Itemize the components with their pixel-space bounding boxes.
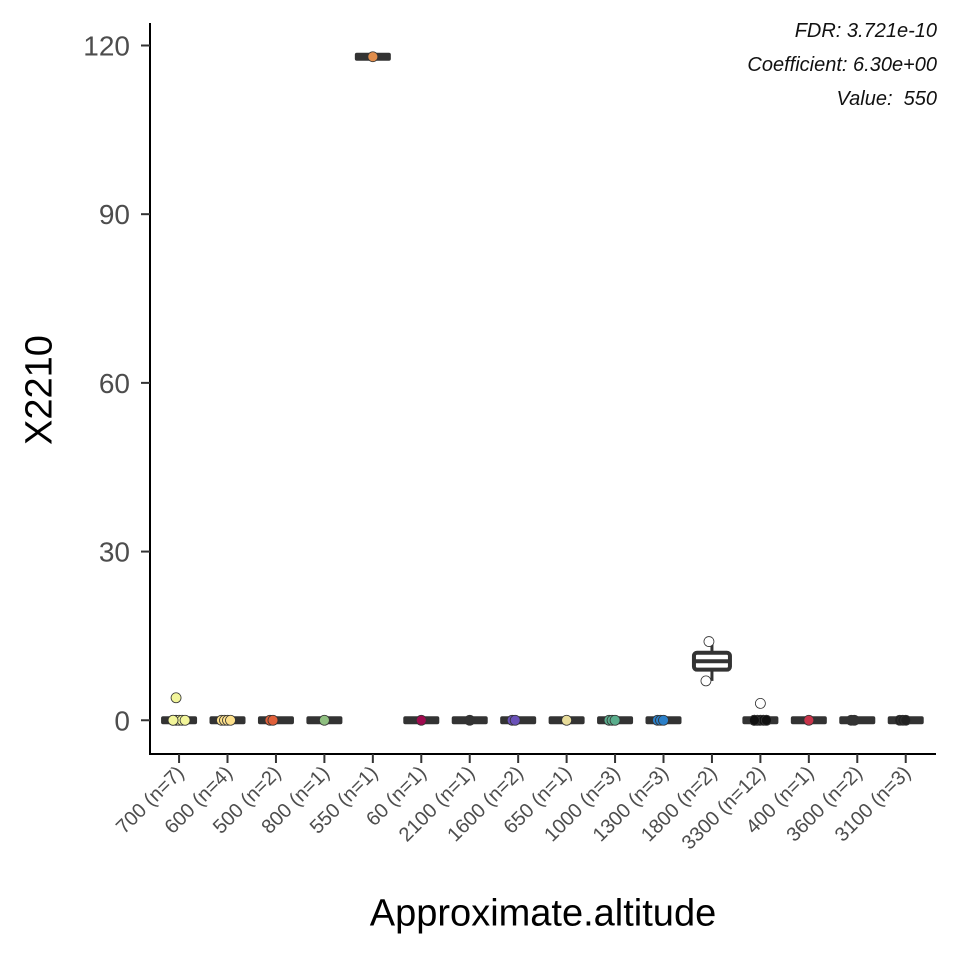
points xyxy=(167,51,912,726)
data-point xyxy=(803,714,815,726)
data-point xyxy=(267,714,279,726)
data-point xyxy=(179,714,191,726)
x-axis-title: Approximate.altitude xyxy=(369,892,717,935)
data-point xyxy=(561,714,573,726)
axes xyxy=(149,23,936,755)
data-point xyxy=(318,714,330,726)
x-ticks: 700 (n=7)600 (n=4)500 (n=2)800 (n=1)550 … xyxy=(112,754,915,854)
y-tick-label: 120 xyxy=(83,30,130,61)
y-tick-label: 90 xyxy=(99,199,130,230)
data-point xyxy=(658,714,669,726)
outlier-point xyxy=(754,697,766,709)
data-point xyxy=(748,714,760,726)
data-point xyxy=(609,714,621,726)
data-point xyxy=(703,636,715,647)
y-tick-label: 0 xyxy=(114,705,130,736)
y-ticks: 0 30 60 90 120 xyxy=(83,30,150,736)
annotation-value: Value: 550 xyxy=(836,88,937,110)
data-point xyxy=(509,714,521,726)
data-point xyxy=(225,714,236,726)
boxes xyxy=(161,52,924,725)
annotation-fdr: FDR: 3.721e-10 xyxy=(794,20,937,42)
y-axis-title: X2210 xyxy=(18,335,61,445)
data-point xyxy=(464,714,476,726)
data-point xyxy=(700,675,712,687)
y-tick-label: 60 xyxy=(99,368,130,399)
y-tick-label: 30 xyxy=(99,537,130,568)
data-point xyxy=(848,714,860,726)
data-point xyxy=(170,692,182,704)
data-point xyxy=(367,51,379,63)
data-point xyxy=(167,714,179,726)
data-point xyxy=(415,714,427,726)
data-point xyxy=(900,714,912,726)
data-point xyxy=(760,714,772,726)
annotation-coefficient: Coefficient: 6.30e+00 xyxy=(747,54,937,76)
